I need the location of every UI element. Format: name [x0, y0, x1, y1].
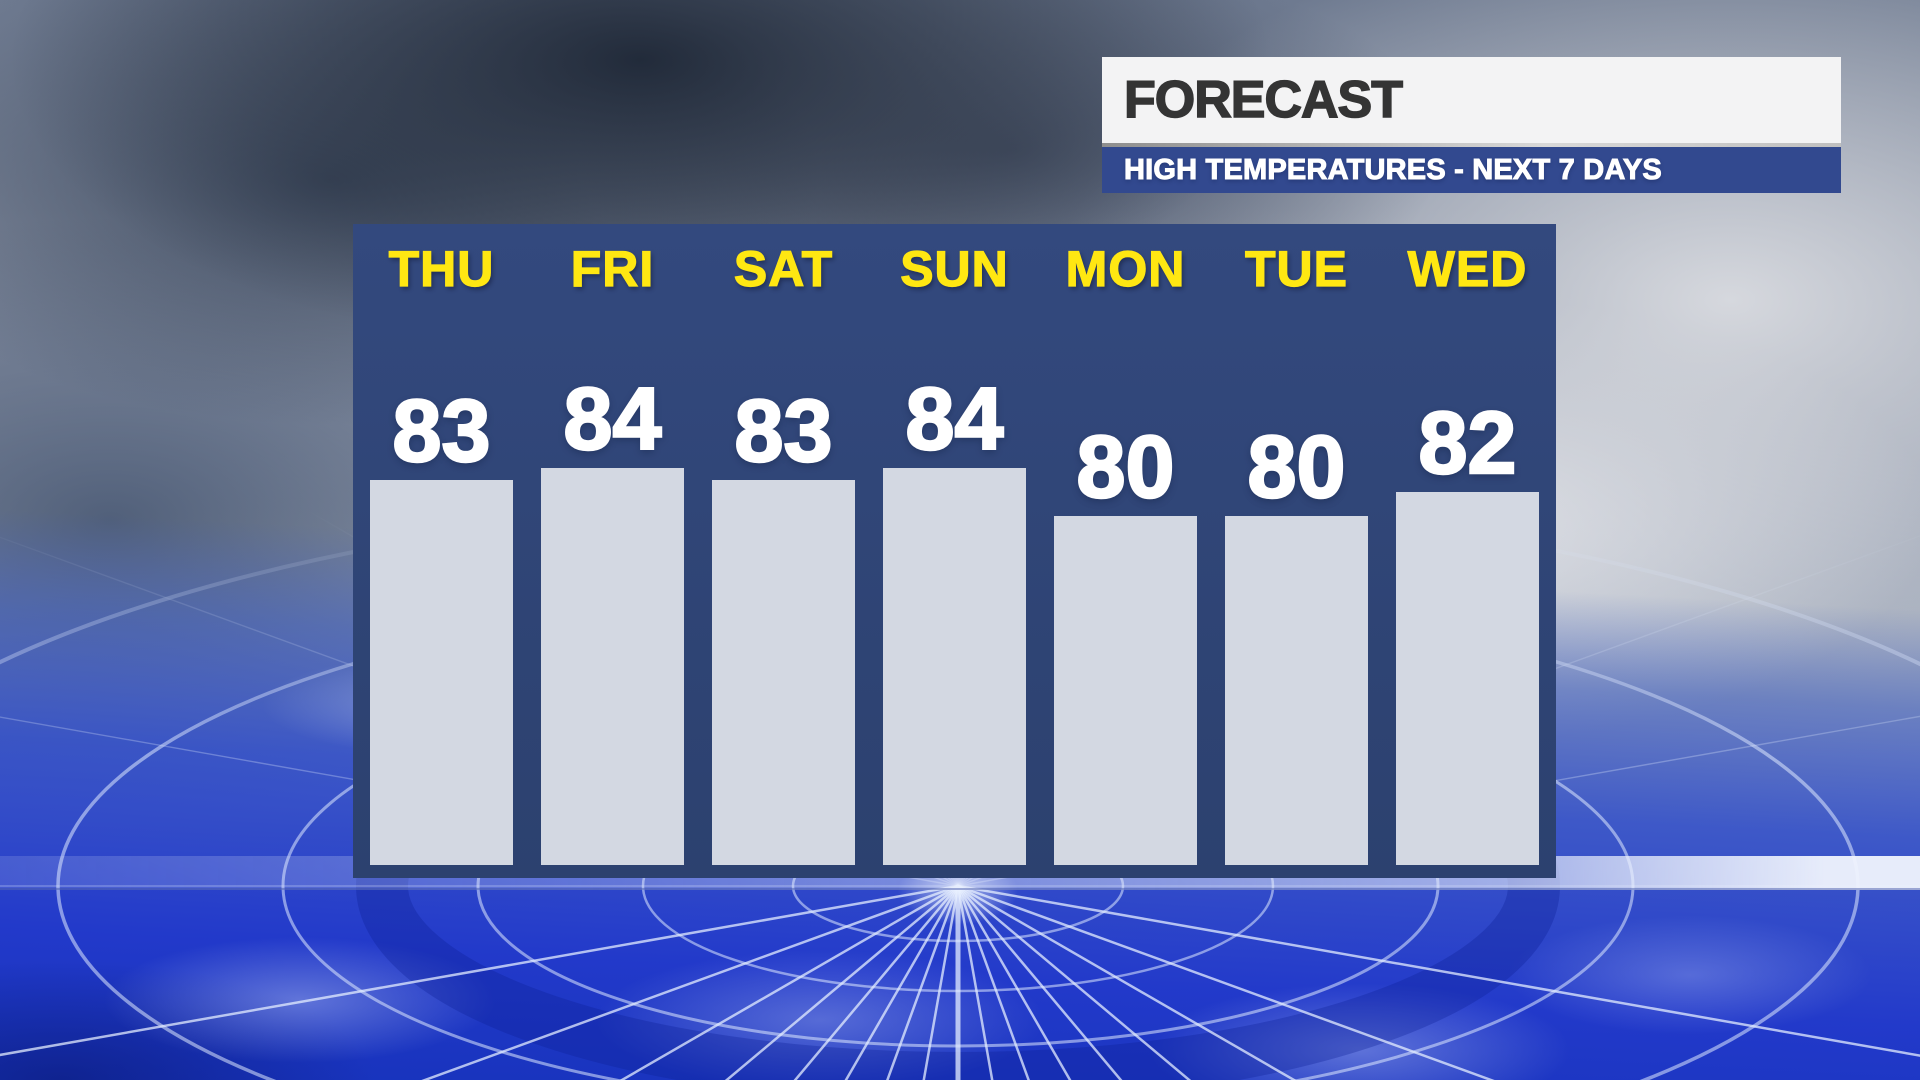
temp-bar: [1054, 516, 1197, 865]
temp-bar: [1396, 492, 1539, 865]
forecast-title-box: FORECAST: [1102, 57, 1841, 143]
day-label: TUE: [1244, 240, 1348, 297]
temp-bar: [712, 480, 855, 865]
temp-value: 84: [904, 369, 1004, 469]
forecast-subtitle: HIGH TEMPERATURES - NEXT 7 DAYS: [1124, 153, 1663, 186]
forecast-columns: THU 83 FRI 84 SAT 83 SUN 84 MON 80 TUE 8…: [353, 224, 1556, 878]
day-column: WED 82: [1396, 224, 1539, 878]
temp-value: 80: [1075, 417, 1175, 517]
day-column: FRI 84: [541, 224, 684, 878]
temp-value: 82: [1417, 393, 1517, 493]
temp-value: 83: [733, 381, 833, 481]
header-divider: [1102, 143, 1841, 147]
temp-value: 83: [391, 381, 491, 481]
day-column: MON 80: [1054, 224, 1197, 878]
day-column: TUE 80: [1225, 224, 1368, 878]
temp-bar: [1225, 516, 1368, 865]
day-label: THU: [388, 240, 495, 297]
day-label: SUN: [900, 240, 1009, 297]
forecast-subtitle-bar: HIGH TEMPERATURES - NEXT 7 DAYS: [1102, 147, 1841, 193]
temp-bar: [883, 468, 1026, 865]
header: FORECAST HIGH TEMPERATURES - NEXT 7 DAYS: [1102, 57, 1841, 193]
forecast-title: FORECAST: [1123, 70, 1404, 130]
day-label: MON: [1065, 240, 1186, 297]
temp-value: 84: [562, 369, 662, 469]
temp-bar: [541, 468, 684, 865]
temp-bar: [370, 480, 513, 865]
temp-value: 80: [1246, 417, 1346, 517]
day-column: THU 83: [370, 224, 513, 878]
forecast-panel: THU 83 FRI 84 SAT 83 SUN 84 MON 80 TUE 8…: [353, 224, 1556, 878]
day-label: FRI: [570, 240, 655, 297]
day-label: WED: [1407, 240, 1528, 297]
day-column: SUN 84: [883, 224, 1026, 878]
day-column: SAT 83: [712, 224, 855, 878]
day-label: SAT: [733, 240, 834, 297]
